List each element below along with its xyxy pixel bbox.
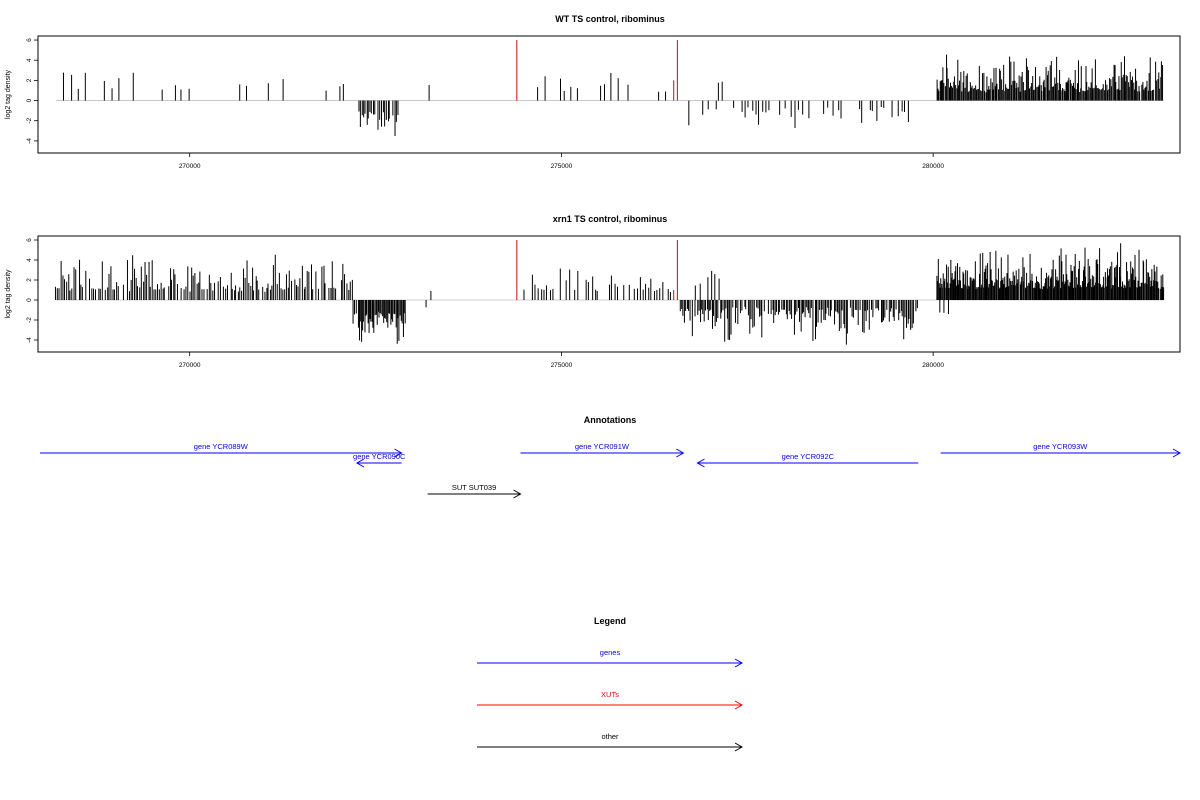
- y-axis-label: log2 tag density: [5, 69, 12, 119]
- legend-label-other: other: [601, 732, 619, 741]
- legend-panel: Legend genes XUTs other: [477, 616, 744, 752]
- legend-label-gene: genes: [600, 648, 621, 657]
- y-tick-label: -2: [26, 117, 33, 123]
- feature-arrow: [940, 448, 1182, 458]
- arrow-head: [513, 489, 522, 499]
- y-tick-label: 4: [26, 258, 33, 262]
- y-axis-label: log2 tag density: [5, 269, 12, 319]
- feature-label: SUT SUT039: [452, 483, 496, 492]
- feature-label: gene YCR089W: [194, 442, 249, 451]
- y-tick-label: 0: [26, 98, 33, 102]
- feature-arrow: [355, 458, 402, 468]
- x-tick-label: 275000: [551, 362, 573, 369]
- feature-label: gene YCR091W: [575, 442, 630, 451]
- xrn1-density-panel: xrn1 TS control, ribominus -4 -2 0 2 4 6 log2 t…: [5, 214, 1181, 369]
- density-bars: [54, 243, 1165, 345]
- arrow-head: [734, 658, 744, 668]
- y-tick-label: 6: [26, 238, 33, 242]
- legend-arrow-gene: [477, 658, 744, 668]
- arrow-head: [734, 700, 744, 710]
- plot-frame: [37, 235, 1181, 353]
- arrow-head: [676, 448, 685, 458]
- wt-density-panel: WT TS control, ribominus -4 -2 0 2 4 6 log2 tag…: [5, 14, 1181, 170]
- x-tick-label: 280000: [922, 163, 944, 170]
- feature-arrow: [40, 448, 403, 458]
- arrow-head: [696, 458, 705, 468]
- annotations-title: Annotations: [584, 415, 637, 425]
- y-tick-label: -4: [26, 138, 33, 144]
- legend-title: Legend: [594, 616, 626, 626]
- arrow-head: [394, 448, 403, 458]
- x-tick-label: 280000: [922, 362, 944, 369]
- chart-title: xrn1 TS control, ribominus: [553, 214, 668, 224]
- feature-arrow: [696, 458, 919, 468]
- y-tick-label: 2: [26, 278, 33, 282]
- plot-frame: [37, 35, 1181, 154]
- legend-arrow-xut: [477, 700, 744, 710]
- annotations-panel: Annotations gene YCR089W gene YCR090C SUT …: [40, 415, 1182, 499]
- y-tick-label: 0: [26, 298, 33, 302]
- density-bars: [62, 54, 1164, 136]
- arrow-head: [1172, 448, 1182, 458]
- y-tick-label: 6: [26, 38, 33, 42]
- y-tick-label: -2: [26, 317, 33, 323]
- feature-arrow: [520, 448, 685, 458]
- x-tick-label: 275000: [551, 163, 573, 170]
- legend-arrow-other: [477, 742, 744, 752]
- feature-label: gene YCR092C: [782, 452, 835, 461]
- arrow-head: [734, 742, 744, 752]
- y-tick-label: -4: [26, 337, 33, 343]
- legend-label-xut: XUTs: [601, 690, 619, 699]
- y-tick-label: 2: [26, 78, 33, 82]
- x-tick-label: 270000: [179, 362, 201, 369]
- feature-label: gene YCR090C: [353, 452, 406, 461]
- y-tick-label: 4: [26, 58, 33, 62]
- arrow-head: [355, 458, 365, 468]
- x-tick-label: 270000: [179, 163, 201, 170]
- chart-title: WT TS control, ribominus: [555, 14, 665, 24]
- feature-label: gene YCR093W: [1033, 442, 1088, 451]
- feature-arrow: [427, 489, 522, 499]
